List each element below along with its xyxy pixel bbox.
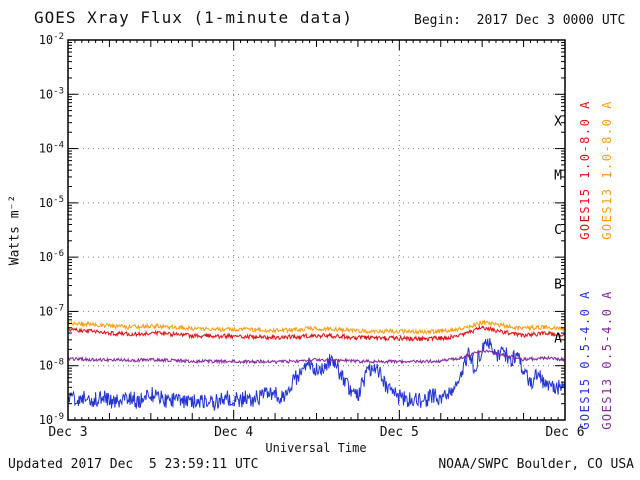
x-tick-label: Dec 6 — [545, 425, 584, 440]
begin-timestamp: Begin: 2017 Dec 3 0000 UTC — [414, 13, 626, 28]
y-tick-label: 10-6 — [39, 249, 64, 264]
y-tick-label: 10-5 — [39, 195, 64, 210]
series-goes13-short — [68, 348, 565, 365]
y-tick-label: 10-7 — [39, 303, 64, 318]
legend-goes13-long: GOES13 1.0-8.0 A — [600, 100, 614, 240]
y-tick-label: 10-8 — [39, 358, 64, 373]
plot-frame — [67, 39, 566, 421]
y-tick-label: 10-2 — [39, 32, 64, 47]
updated-timestamp: Updated 2017 Dec 5 23:59:11 UTC — [8, 457, 259, 472]
legend-goes13-short: GOES13 0.5-4.0 A — [600, 290, 614, 430]
x-tick-label: Dec 4 — [214, 425, 253, 440]
y-tick-label: 10-3 — [39, 86, 64, 101]
series-goes15-long — [68, 325, 565, 343]
flare-class-A: A — [554, 332, 562, 347]
y-axis-label: Watts m⁻² — [7, 194, 23, 266]
series-lines — [68, 318, 565, 411]
y-tick-label: 10-4 — [39, 141, 64, 156]
series-goes15-short — [68, 337, 565, 411]
flare-class-C: C — [554, 223, 562, 238]
legend-goes15-long: GOES15 1.0-8.0 A — [578, 100, 592, 240]
flare-class-X: X — [554, 114, 562, 129]
x-tick-label: Dec 5 — [380, 425, 419, 440]
gridlines — [68, 40, 565, 420]
axis-ticks — [67, 39, 566, 421]
x-tick-label: Dec 3 — [48, 425, 87, 440]
flare-class-B: B — [554, 277, 562, 292]
x-axis-label: Universal Time — [265, 441, 367, 455]
chart-title: GOES Xray Flux (1-minute data) — [34, 8, 353, 27]
flare-class-M: M — [554, 169, 562, 184]
y-tick-labels: 10-210-310-410-510-610-710-810-9 — [39, 32, 64, 427]
series-goes13-long — [68, 318, 565, 336]
legend-goes15-short: GOES15 0.5-4.0 A — [578, 290, 592, 430]
source-attribution: NOAA/SWPC Boulder, CO USA — [438, 457, 634, 472]
